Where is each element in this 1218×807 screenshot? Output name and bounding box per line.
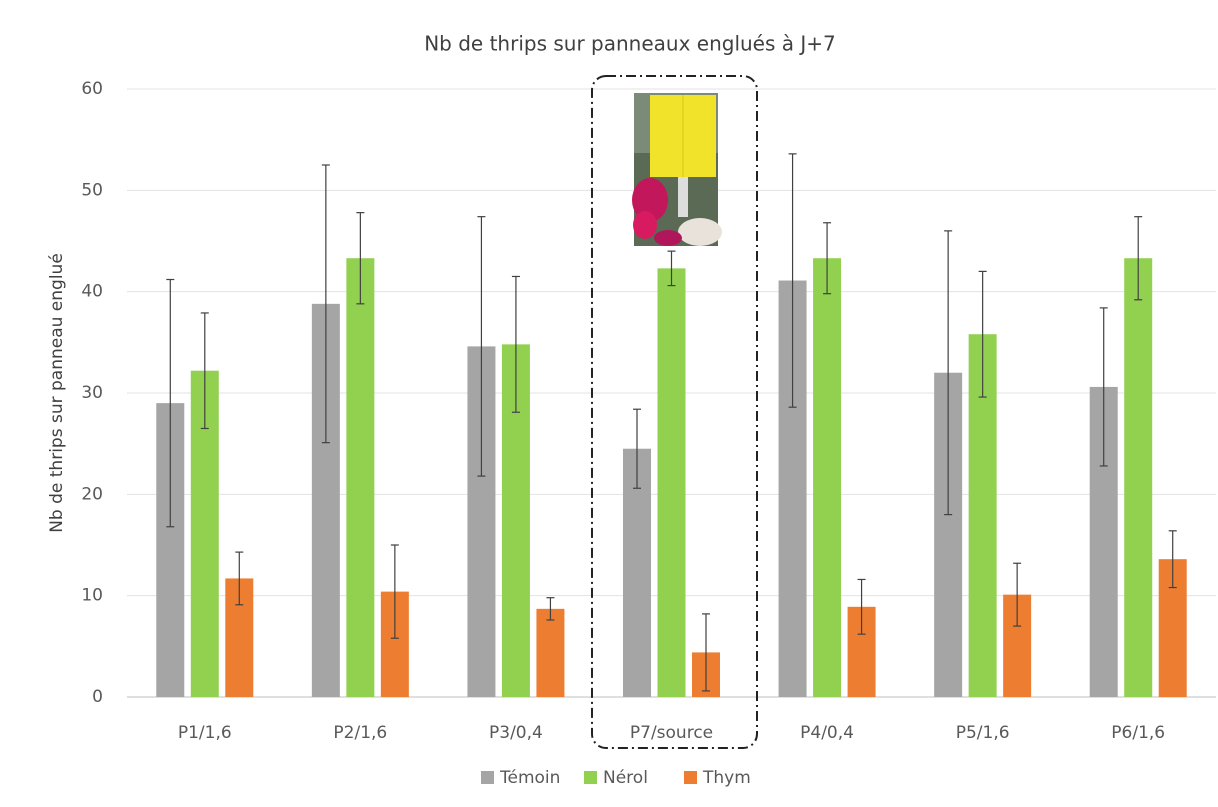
error-bar [978, 270, 987, 398]
error-bar [857, 578, 866, 635]
bar [346, 258, 375, 697]
error-bar [944, 230, 953, 516]
error-bar [667, 250, 676, 287]
y-tick-label: 60 [81, 79, 103, 99]
bar [657, 268, 686, 697]
y-tick-label: 0 [92, 687, 103, 707]
grid: 0 10 20 30 40 50 60 P1/1,6 P2/1,6 P3/0,4 P7/source… [81, 79, 1216, 743]
error-bar [200, 312, 209, 430]
y-tick-label: 50 [81, 180, 103, 200]
legend-label: Témoin [499, 768, 560, 788]
error-bar [1013, 562, 1022, 627]
error-bar [546, 597, 555, 621]
bar [1124, 258, 1153, 697]
x-tick-label: P2/1,6 [333, 723, 387, 743]
highlight-box [591, 75, 758, 749]
chart-title: Nb de thrips sur panneaux englués à J+7 [424, 32, 836, 56]
y-tick-label: 40 [81, 282, 103, 302]
error-bar [702, 613, 710, 692]
legend-swatch [481, 771, 494, 784]
error-bar [390, 544, 399, 639]
error-bar [321, 164, 330, 444]
x-tick-label: P4/0,4 [800, 723, 854, 743]
x-tick-label: P1/1,6 [178, 723, 232, 743]
y-axis-label: Nb de thrips sur panneau englué [47, 253, 67, 533]
error-bar [633, 408, 641, 489]
bar [536, 608, 565, 697]
error-bar [477, 216, 486, 477]
x-tick-label: P6/1,6 [1111, 723, 1165, 743]
error-bar [166, 278, 175, 528]
error-bar [1134, 216, 1143, 301]
error-bar [235, 551, 244, 606]
y-tick-label: 30 [81, 383, 103, 403]
error-bar [356, 212, 365, 305]
legend-label: Thym [702, 768, 751, 788]
x-tick-label: P3/0,4 [489, 723, 543, 743]
legend: Témoin Nérol Thym [481, 768, 751, 788]
error-bar [823, 222, 832, 295]
x-tick-label: P7/source [630, 723, 713, 743]
y-tick-label: 10 [81, 586, 103, 606]
error-bar [511, 275, 520, 413]
legend-label: Nérol [603, 768, 648, 788]
legend-swatch [584, 771, 597, 784]
x-tick-label: P5/1,6 [956, 723, 1010, 743]
error-bar [788, 153, 797, 408]
bar [813, 258, 842, 697]
trap-photo [632, 93, 722, 246]
legend-swatch [684, 771, 697, 784]
error-bar [1168, 530, 1177, 589]
error-bar [1099, 307, 1108, 467]
bar [623, 448, 651, 697]
y-tick-label: 20 [81, 484, 103, 504]
bars [156, 153, 1187, 697]
